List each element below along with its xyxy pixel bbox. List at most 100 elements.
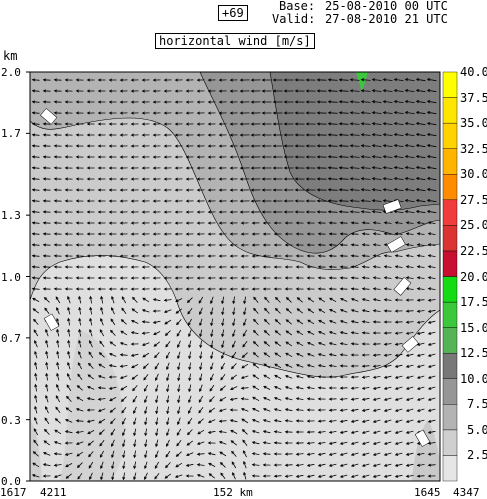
wind-arrow	[78, 295, 82, 304]
wind-arrow	[218, 199, 227, 203]
wind-arrow	[272, 177, 283, 181]
wind-arrow	[86, 243, 95, 247]
wind-arrow	[404, 188, 415, 192]
wind-arrow	[328, 243, 337, 247]
wind-arrow	[97, 232, 106, 236]
wind-arrow	[77, 472, 83, 480]
wind-arrow	[426, 100, 437, 104]
wind-arrow	[427, 386, 436, 390]
wind-arrow	[416, 254, 425, 258]
wind-arrow	[261, 122, 272, 126]
wind-arrow	[317, 419, 326, 423]
wind-arrow	[78, 306, 82, 315]
wind-arrow	[405, 463, 414, 467]
wind-arrow	[394, 386, 403, 390]
wind-arrow	[262, 430, 271, 434]
wind-arrow	[415, 155, 426, 159]
wind-arrow	[229, 100, 238, 104]
wind-arrow	[383, 320, 392, 324]
wind-arrow	[108, 111, 117, 115]
wind-arrow	[207, 430, 216, 434]
wind-arrow	[261, 188, 272, 192]
wind-arrow	[262, 474, 271, 478]
wind-arrow	[65, 473, 72, 479]
wind-arrow	[67, 317, 71, 326]
wind-arrow	[231, 351, 237, 359]
wind-arrow	[427, 254, 436, 258]
wind-arrow	[67, 350, 71, 359]
wind-arrow	[152, 298, 161, 302]
wind-arrow	[250, 122, 261, 126]
wind-arrow	[232, 307, 236, 316]
wind-arrow	[327, 144, 338, 148]
wind-arrow	[99, 439, 105, 447]
wind-arrow	[218, 287, 227, 291]
wind-arrow	[427, 309, 436, 313]
wind-arrow	[272, 133, 283, 137]
wind-arrow	[31, 144, 40, 148]
wind-arrow	[78, 339, 82, 348]
wind-arrow	[133, 417, 137, 426]
wind-arrow	[120, 319, 127, 325]
wind-arrow	[240, 397, 249, 401]
wind-arrow	[75, 221, 84, 225]
wind-arrow	[295, 474, 304, 478]
wind-arrow	[383, 221, 392, 225]
wind-arrow	[426, 78, 437, 82]
wind-arrow	[166, 406, 170, 415]
wind-arrow	[251, 474, 260, 478]
wind-arrow	[328, 232, 337, 236]
wind-arrow	[243, 471, 247, 480]
wind-arrow	[240, 243, 249, 247]
wind-arrow	[121, 417, 126, 425]
wind-arrow	[361, 375, 370, 379]
wind-arrow	[120, 396, 127, 402]
wind-arrow	[32, 297, 40, 302]
wind-arrow	[371, 144, 382, 148]
wind-arrow	[174, 221, 183, 225]
wind-arrow	[339, 408, 348, 412]
wind-arrow	[383, 397, 392, 401]
colorbar-label: 12.5	[460, 346, 487, 361]
wind-arrow	[130, 276, 139, 280]
wind-arrow	[262, 232, 271, 236]
wind-arrow	[185, 474, 194, 478]
wind-arrow	[141, 122, 150, 126]
wind-arrow	[218, 276, 227, 280]
wind-arrow	[199, 318, 203, 327]
wind-arrow	[350, 452, 359, 456]
wind-arrow	[208, 462, 216, 467]
y-axis-unit: km	[3, 49, 18, 63]
wind-arrow	[163, 100, 172, 104]
wind-arrow	[415, 78, 426, 82]
wind-arrow	[405, 419, 414, 423]
wind-arrow	[284, 254, 293, 258]
colorbar-swatch	[442, 174, 458, 201]
wind-arrow	[372, 320, 381, 324]
wind-arrow	[196, 474, 205, 478]
wind-arrow	[108, 78, 117, 82]
wind-arrow	[56, 361, 60, 370]
wind-arrow	[53, 287, 62, 291]
wind-arrow	[144, 395, 148, 404]
wind-arrow	[75, 441, 84, 445]
wind-arrow	[155, 417, 159, 426]
wind-arrow	[306, 408, 315, 412]
wind-arrow	[317, 452, 326, 456]
wind-arrow	[371, 166, 382, 170]
wind-arrow	[416, 331, 425, 335]
wind-arrow	[152, 111, 161, 115]
wind-arrow	[130, 243, 139, 247]
wind-arrow	[361, 397, 370, 401]
wind-arrow	[229, 243, 238, 247]
wind-arrow	[56, 307, 60, 315]
wind-arrow	[427, 243, 436, 247]
wind-arrow	[415, 122, 426, 126]
wind-arrow	[185, 188, 194, 192]
wind-arrow	[34, 405, 38, 414]
wind-arrow	[76, 462, 83, 468]
wind-arrow	[141, 166, 150, 170]
wind-arrow	[394, 342, 403, 346]
wind-arrow	[130, 221, 139, 225]
wind-arrow	[383, 463, 392, 467]
